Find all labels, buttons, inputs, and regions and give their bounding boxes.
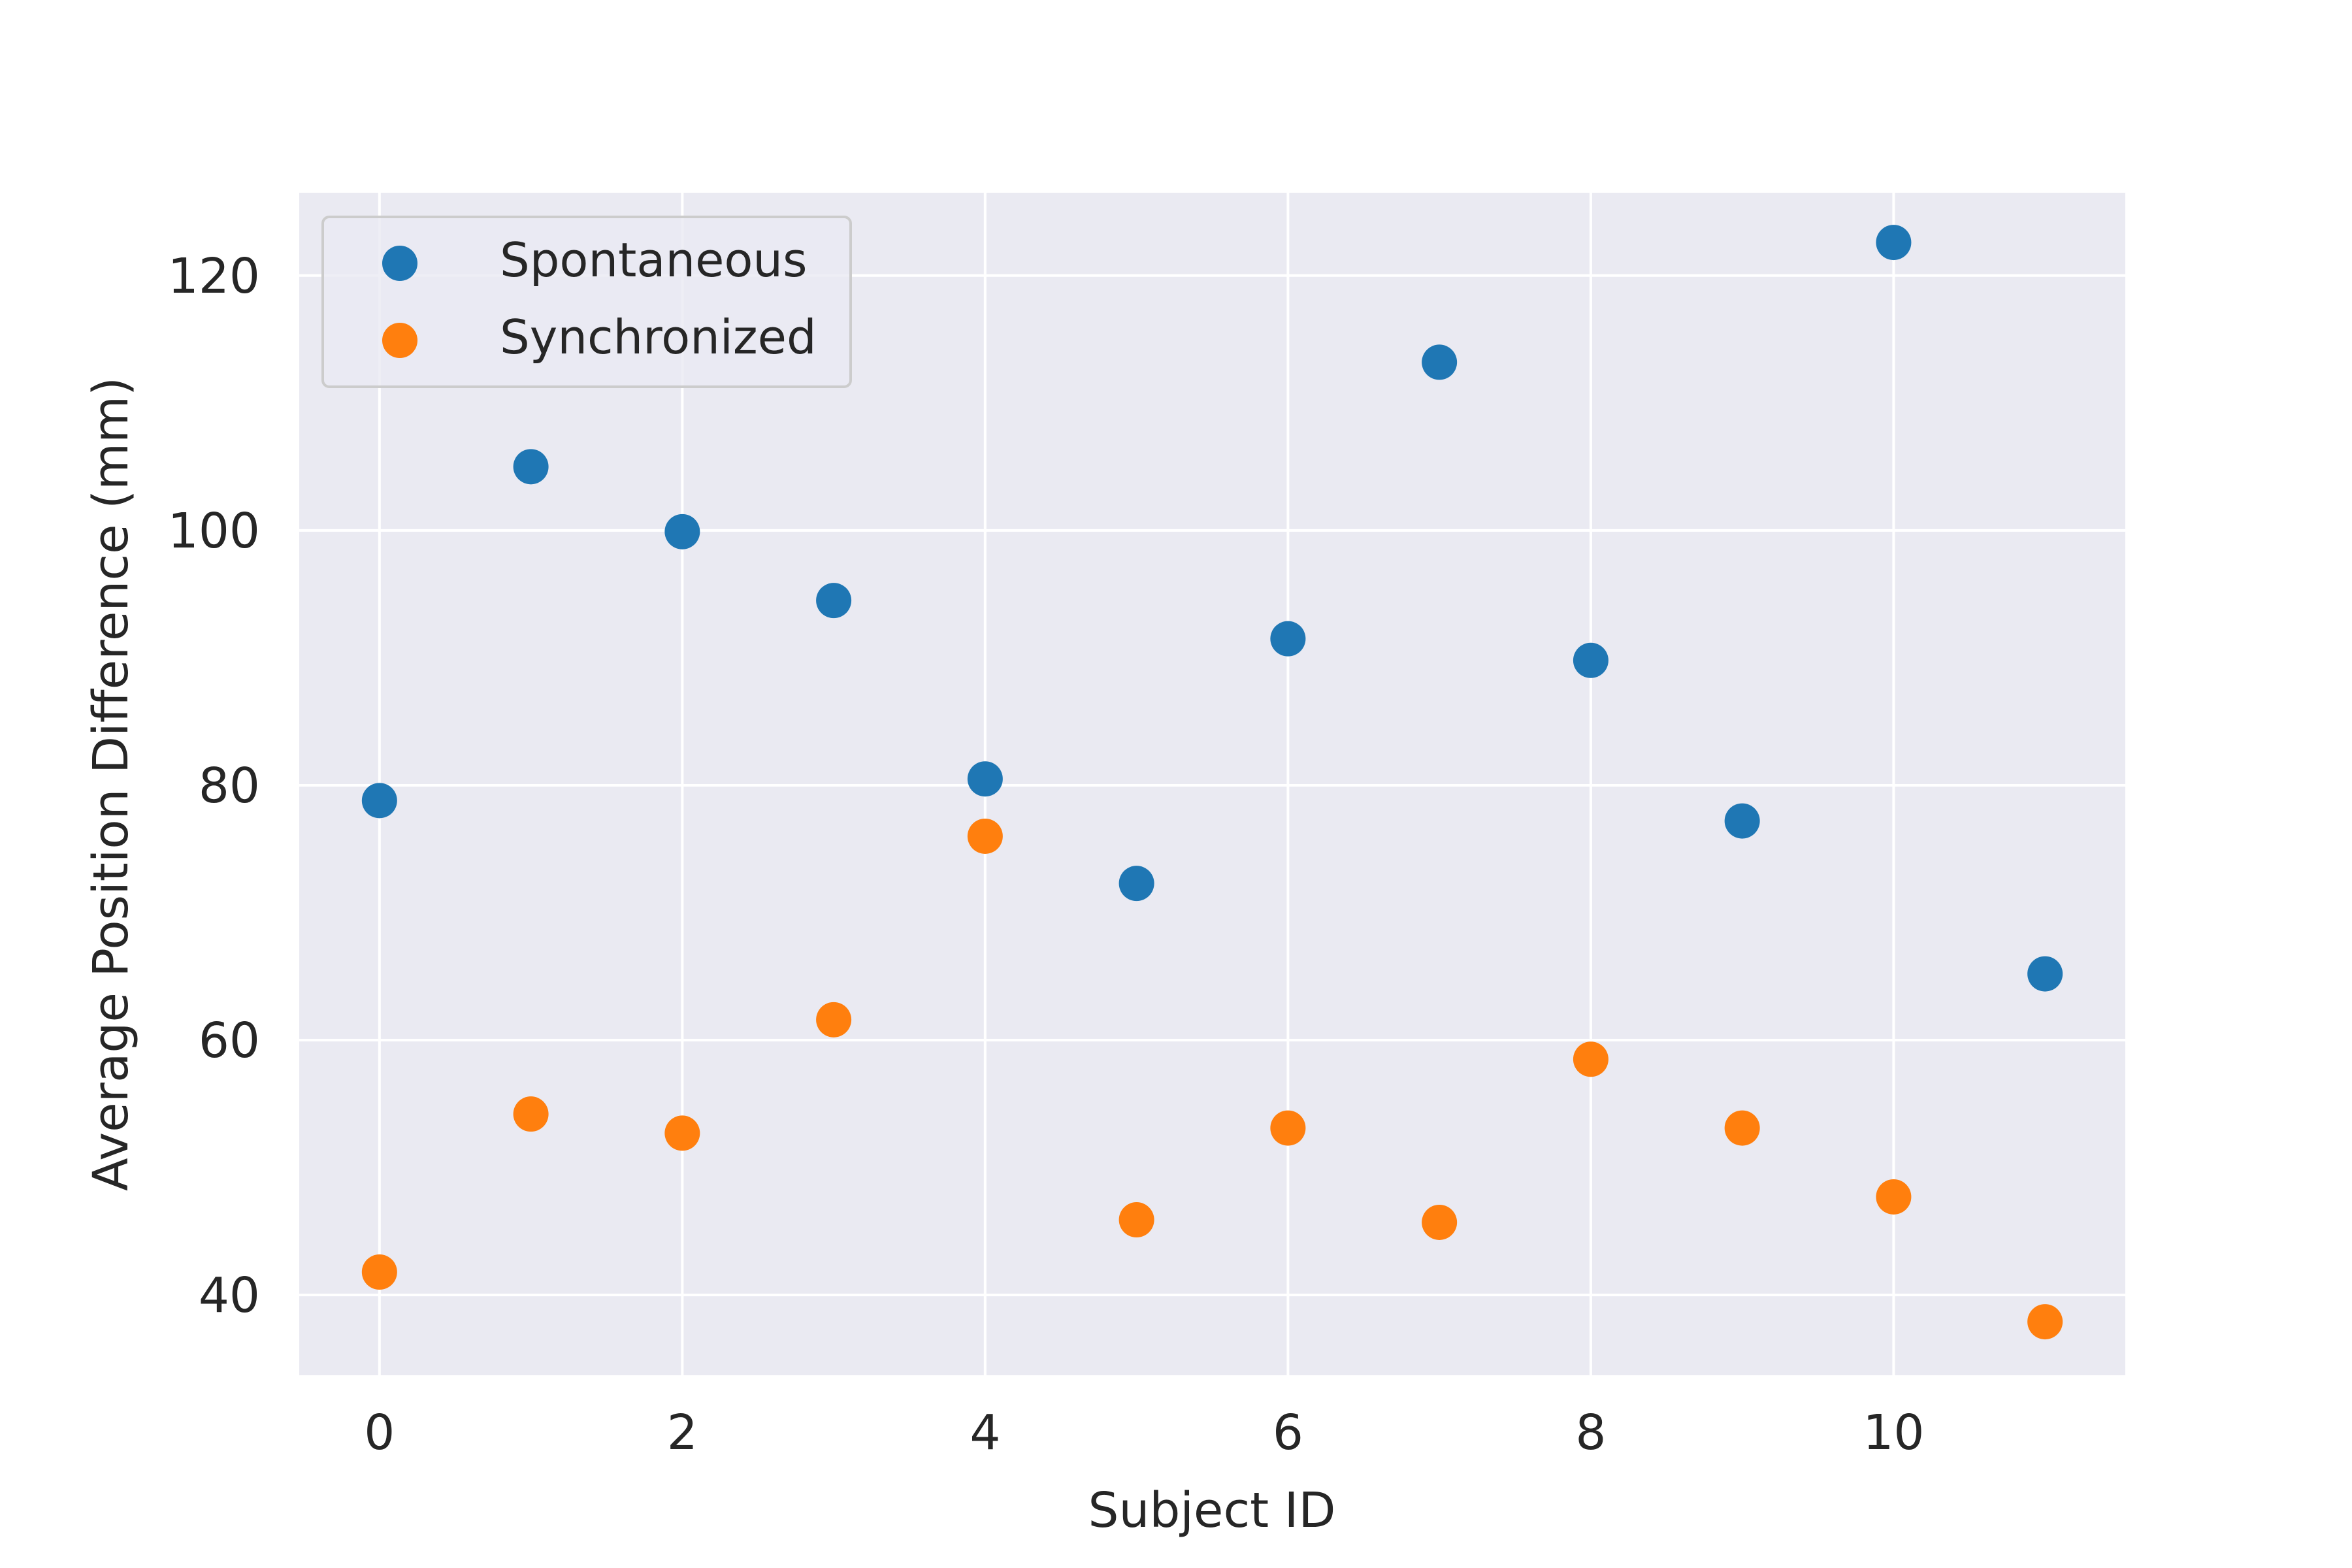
legend-label-synchronized: Synchronized <box>500 310 817 365</box>
data-point-synchronized <box>361 1254 397 1290</box>
x-tick-label: 8 <box>1575 1405 1606 1461</box>
x-axis-label: Subject ID <box>1088 1482 1336 1539</box>
data-point-spontaneous <box>1724 803 1760 839</box>
data-point-synchronized <box>1422 1204 1458 1240</box>
x-tick-label: 4 <box>970 1405 1000 1461</box>
data-point-spontaneous <box>1270 621 1306 657</box>
data-point-spontaneous <box>2027 956 2063 992</box>
data-point-synchronized <box>1876 1179 1912 1215</box>
data-point-synchronized <box>1573 1041 1609 1077</box>
data-point-synchronized <box>1119 1202 1154 1238</box>
data-point-synchronized <box>967 818 1003 854</box>
legend-label-spontaneous: Spontaneous <box>500 233 808 287</box>
data-point-spontaneous <box>361 783 397 819</box>
data-point-synchronized <box>664 1115 700 1151</box>
legend: Spontaneous Synchronized <box>321 216 852 388</box>
x-tick-label: 2 <box>667 1405 698 1461</box>
x-tick-label: 6 <box>1273 1405 1303 1461</box>
data-point-synchronized <box>1270 1110 1306 1146</box>
legend-marker-synchronized <box>382 323 417 358</box>
x-tick-label: 0 <box>364 1405 395 1461</box>
data-point-synchronized <box>1724 1110 1760 1146</box>
data-points <box>361 225 2063 1340</box>
legend-box <box>321 216 852 388</box>
data-point-spontaneous <box>1573 642 1609 678</box>
data-point-spontaneous <box>1876 225 1912 261</box>
legend-marker-spontaneous <box>382 246 417 281</box>
y-axis-label: Average Position Difference (mm) <box>83 377 139 1191</box>
y-tick-label: 100 <box>168 503 260 559</box>
y-tick-label: 40 <box>199 1267 260 1324</box>
y-tick-label: 120 <box>168 248 260 304</box>
data-point-synchronized <box>513 1096 549 1132</box>
y-tick-label: 60 <box>199 1013 260 1069</box>
data-point-spontaneous <box>664 514 700 549</box>
data-point-spontaneous <box>816 583 852 619</box>
y-tick-labels: 40 60 80 100 120 <box>168 248 260 1324</box>
data-point-spontaneous <box>1119 866 1154 902</box>
x-tick-labels: 0 2 4 6 8 10 <box>364 1405 1924 1461</box>
data-point-synchronized <box>2027 1304 2063 1340</box>
x-tick-label: 10 <box>1863 1405 1924 1461</box>
data-point-spontaneous <box>1422 344 1458 380</box>
data-point-spontaneous <box>513 449 549 485</box>
data-point-synchronized <box>816 1002 852 1037</box>
data-point-spontaneous <box>967 761 1003 797</box>
y-tick-label: 80 <box>199 758 260 814</box>
